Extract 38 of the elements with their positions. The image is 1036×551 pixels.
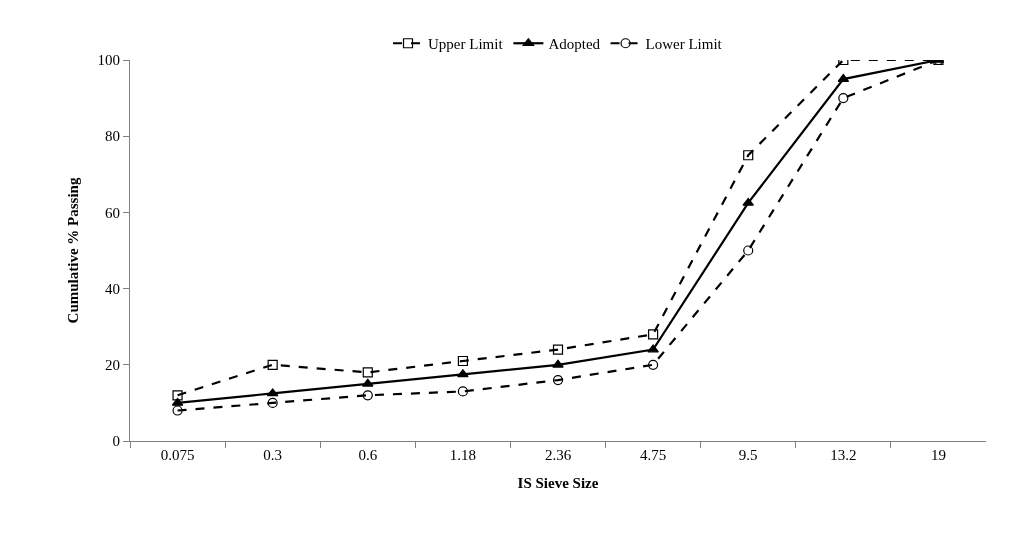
y-tick-label: 100 — [97, 52, 120, 69]
y-tick-label: 20 — [105, 357, 120, 374]
point — [267, 359, 278, 370]
y-axis-title: Cumulative % Passing — [64, 177, 81, 324]
x-axis-title: IS Sieve Size — [517, 475, 599, 491]
x-tick-label: 1.18 — [449, 447, 477, 463]
legend-label: Adopted — [548, 36, 601, 53]
y-tick-label: 0 — [112, 433, 120, 450]
x-tick-label: 2.36 — [544, 447, 572, 463]
x-tick-label: 0.6 — [358, 447, 378, 463]
y-tick-label: 80 — [105, 128, 120, 145]
point — [172, 405, 183, 416]
point — [838, 93, 849, 104]
point — [362, 367, 373, 378]
legend-label: Lower Limit — [645, 36, 723, 53]
point — [648, 329, 659, 340]
point — [743, 245, 754, 256]
x-tick-label: 4.75 — [639, 447, 667, 463]
point — [362, 390, 373, 401]
x-tick-label: 19 — [930, 447, 946, 463]
point — [647, 344, 659, 353]
point — [457, 386, 468, 397]
point — [552, 374, 564, 386]
x-tick-label: 13.2 — [830, 447, 857, 463]
x-tick-label: 0.3 — [263, 447, 283, 463]
point — [648, 359, 659, 370]
point — [552, 344, 564, 355]
point — [552, 359, 564, 368]
legend-label: Upper Limit — [428, 36, 504, 53]
y-tick-label: 60 — [105, 204, 120, 221]
point — [457, 355, 468, 367]
point — [172, 390, 183, 401]
y-tick-label: 40 — [105, 280, 120, 297]
point — [743, 150, 754, 161]
point — [457, 369, 469, 378]
x-tick-label: 0.075 — [160, 447, 195, 463]
x-tick-label: 9.5 — [738, 447, 758, 463]
point — [267, 397, 278, 408]
